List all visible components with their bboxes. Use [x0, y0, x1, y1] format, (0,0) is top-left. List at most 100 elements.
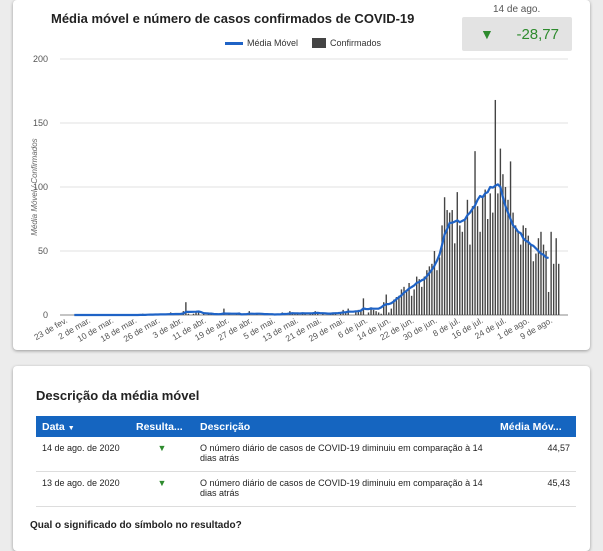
- description-card: Descrição da média móvel Data ▼ Resulta.…: [13, 366, 590, 551]
- bar: [195, 312, 197, 315]
- y-axis-label: Média Móvel / Confirmados: [30, 138, 39, 235]
- sort-desc-icon: ▼: [67, 424, 75, 432]
- bar: [334, 313, 337, 315]
- bar: [443, 197, 446, 315]
- bar: [484, 189, 486, 315]
- bar: [317, 313, 319, 315]
- bar: [426, 270, 428, 315]
- bar: [492, 212, 494, 315]
- bar: [479, 231, 481, 315]
- down-arrow-icon: ▼: [157, 478, 167, 488]
- row-date: 14 de ago. de 2020: [36, 437, 130, 472]
- bar: [197, 311, 200, 315]
- bar: [504, 187, 507, 315]
- bar: [481, 197, 484, 315]
- bar: [355, 311, 357, 315]
- bar: [454, 243, 456, 315]
- bar: [395, 297, 398, 315]
- bar: [448, 212, 451, 315]
- chart-title: Média móvel e número de casos confirmado…: [51, 11, 415, 26]
- column-header-media[interactable]: Média Móv...: [494, 416, 576, 437]
- bar: [367, 312, 370, 315]
- kpi-date: 14 de ago.: [493, 4, 541, 15]
- bar: [388, 312, 390, 315]
- bar: [550, 231, 552, 315]
- bar: [497, 193, 499, 315]
- row-description: O número diário de casos de COVID-19 dim…: [194, 437, 494, 472]
- bar: [370, 307, 372, 315]
- footer-question[interactable]: Qual o significado do símbolo no resulta…: [30, 520, 242, 531]
- bar: [512, 212, 514, 315]
- bar: [535, 253, 537, 315]
- bar: [428, 266, 431, 315]
- legend-line-label: Média Móvel: [247, 38, 299, 48]
- bar: [344, 312, 347, 315]
- chart-legend: Média Móvel Confirmados: [225, 38, 381, 48]
- bar: [380, 313, 382, 315]
- row-average: 44,57: [494, 437, 576, 472]
- bar: [487, 219, 489, 315]
- bar: [464, 219, 466, 315]
- bar: [223, 308, 225, 315]
- bar: [530, 244, 532, 315]
- kpi-scorecard: ▼ -28,77: [462, 17, 572, 51]
- legend-bar-swatch: [312, 38, 327, 48]
- bar: [525, 227, 527, 315]
- row-average: 45,43: [494, 471, 576, 507]
- bar: [187, 313, 190, 315]
- y-tick-label: 150: [33, 118, 48, 128]
- bar: [519, 244, 522, 315]
- bar: [441, 225, 443, 315]
- bar: [547, 291, 550, 315]
- kpi-value: -28,77: [516, 26, 559, 43]
- table-row: 13 de ago. de 2020 ▼ O número diário de …: [36, 471, 576, 507]
- bar: [494, 99, 497, 316]
- bar: [410, 295, 413, 315]
- moving-average-line: [74, 183, 549, 317]
- down-arrow-icon: ▼: [157, 443, 167, 453]
- y-tick-label: 50: [38, 246, 48, 256]
- bar: [405, 291, 408, 315]
- table-row: 14 de ago. de 2020 ▼ O número diário de …: [36, 437, 576, 472]
- bar: [438, 257, 441, 315]
- bar: [415, 276, 418, 315]
- chart-card: Média móvel e número de casos confirmado…: [13, 0, 590, 350]
- bar: [456, 192, 458, 315]
- row-description: O número diário de casos de COVID-19 dim…: [194, 471, 494, 507]
- column-header-descricao[interactable]: Descrição: [194, 416, 494, 437]
- bar: [522, 225, 524, 315]
- bar: [360, 309, 362, 315]
- bar: [390, 308, 393, 315]
- bar: [446, 210, 448, 315]
- bar: [461, 231, 464, 315]
- bar: [502, 174, 504, 315]
- bar: [509, 161, 512, 315]
- bar: [185, 302, 187, 315]
- bar: [413, 289, 415, 315]
- legend-bar-label: Confirmados: [330, 38, 382, 48]
- bar: [423, 276, 425, 315]
- bar: [540, 231, 542, 315]
- y-tick-label: 0: [43, 310, 48, 320]
- column-header-data[interactable]: Data ▼: [36, 416, 130, 437]
- bar: [433, 251, 436, 315]
- bar: [527, 235, 529, 315]
- bar: [542, 244, 545, 315]
- y-tick-label: 200: [33, 54, 48, 64]
- y-tick-label: 100: [33, 182, 48, 192]
- bar: [517, 231, 519, 315]
- column-header-resultado[interactable]: Resulta...: [130, 416, 194, 437]
- bar: [398, 295, 400, 315]
- bar: [408, 283, 410, 315]
- bar: [421, 286, 423, 315]
- bar: [514, 225, 517, 315]
- bar: [357, 309, 360, 315]
- bar: [471, 206, 474, 315]
- bar: [403, 286, 405, 315]
- bar: [545, 251, 547, 315]
- bar: [418, 279, 420, 315]
- bar: [499, 148, 502, 315]
- bar: [400, 289, 403, 315]
- bar: [375, 311, 377, 315]
